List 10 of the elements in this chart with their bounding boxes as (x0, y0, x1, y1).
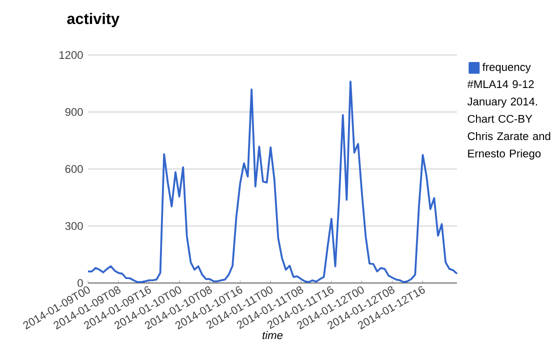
y-tick-label: 900 (65, 108, 83, 116)
text: #MLA14 9-12 January 2014. Chart CC-BY Chris Zarate and Ernesto Priego (467, 80, 550, 160)
line-series (87, 80, 458, 283)
y-tick-label: 0 (78, 279, 83, 287)
y-tick-label: 1200 (60, 51, 83, 59)
y-tick-label: 600 (65, 165, 83, 173)
x-axis-title: time (262, 331, 283, 340)
y-tick-label: 300 (65, 222, 83, 230)
chart-title: activity (67, 12, 120, 28)
legend-label: frequency (482, 62, 531, 74)
